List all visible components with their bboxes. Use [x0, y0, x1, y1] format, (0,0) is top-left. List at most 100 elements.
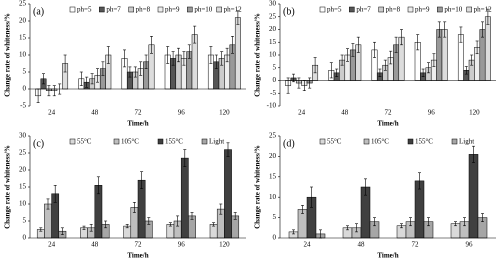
legend-label: 155°C [415, 138, 433, 146]
error-bar [133, 66, 137, 78]
panel: 0 5 10 15 20 25 30 Change rate of whiteness/% Ti… [4, 132, 246, 260]
x-axis-title: Time/h [127, 120, 148, 128]
bar [166, 224, 175, 239]
error-bar [90, 73, 94, 85]
x-tick-label: 24 [298, 109, 306, 117]
y-tick-label: 10 [19, 200, 27, 208]
legend-swatch [69, 138, 76, 145]
error-bar [52, 85, 56, 97]
error-bar [464, 66, 468, 75]
error-bar [139, 61, 143, 76]
panel-label: (b) [283, 6, 295, 17]
error-bar [140, 171, 144, 190]
error-bar [46, 198, 50, 210]
error-bar [101, 61, 105, 76]
x-tick-label: 72 [135, 241, 143, 249]
legend-swatch [113, 138, 120, 145]
bar [180, 157, 189, 239]
error-bar [443, 21, 447, 38]
error-bar [297, 77, 301, 89]
x-tick-label: 120 [219, 241, 230, 249]
error-bar [459, 26, 463, 43]
x-tick-label: 120 [469, 109, 480, 117]
y-tick-label: 0 [23, 234, 27, 242]
legend-swatch [349, 6, 355, 13]
y-tick-label: 5 [23, 217, 27, 225]
x-axis-title: Time/h [377, 120, 398, 128]
legend-label: ph=12 [474, 6, 492, 14]
error-bar [378, 68, 382, 77]
bar [209, 224, 218, 239]
legend-swatch [157, 6, 164, 13]
x-tick-label: 96 [466, 241, 474, 249]
legend-swatch [128, 6, 134, 13]
y-tick-label: 0 [23, 85, 27, 93]
x-axis-title: Time/h [377, 252, 398, 260]
y-tick-label: 25 [269, 132, 277, 140]
panel: -10 -5 0 5 10 15 20 25 30 Change rate of whitenes… [254, 0, 496, 128]
error-bar [171, 51, 175, 66]
y-tick-label: 15 [269, 38, 277, 46]
error-bar [176, 215, 180, 227]
legend-swatch [451, 138, 458, 145]
error-bar [85, 76, 89, 88]
y-tick-label: 15 [269, 172, 277, 180]
y-axis-title: Change rate of whiteness/% [254, 13, 262, 97]
error-bar [47, 85, 51, 97]
y-tick-label: 15 [19, 183, 27, 191]
x-tick-label: 48 [341, 109, 349, 117]
error-bar [123, 49, 126, 68]
bar [484, 16, 491, 81]
x-tick-label: 48 [91, 109, 99, 117]
error-bar [427, 62, 430, 74]
x-tick-label: 96 [178, 241, 186, 249]
error-bar [400, 223, 403, 229]
error-bar [42, 73, 45, 85]
legend-swatch [407, 138, 414, 145]
panel-label: (d) [283, 138, 295, 149]
error-bar [132, 202, 136, 213]
x-axis-title: Time/h [127, 252, 148, 260]
bar [414, 180, 425, 239]
y-tick-label: 20 [19, 17, 27, 25]
error-bar [236, 10, 240, 25]
legend-swatch [437, 6, 443, 13]
x-tick-label: 24 [48, 109, 56, 117]
error-bar [427, 217, 430, 227]
error-bar [313, 57, 317, 74]
error-bar [472, 145, 475, 163]
error-bar [486, 8, 490, 25]
x-tick-label: 48 [358, 241, 366, 249]
error-bar [106, 46, 110, 64]
x-tick-label: 96 [428, 109, 436, 117]
panel-label: (c) [33, 138, 44, 149]
panel-label: (a) [33, 6, 44, 17]
y-tick-label: 0 [273, 234, 277, 242]
legend-swatch [319, 138, 326, 145]
error-bar [220, 51, 224, 66]
error-bar [79, 71, 83, 86]
legend-swatch [69, 6, 76, 13]
error-bar [432, 53, 436, 67]
y-tick-label: 0 [273, 76, 277, 84]
legend-label: ph=9 [415, 6, 430, 14]
y-tick-label: 10 [19, 51, 27, 59]
y-tick-label: 20 [19, 166, 27, 174]
legend-label: ph=7 [106, 6, 121, 14]
error-bar [310, 186, 313, 208]
y-tick-label: -5 [270, 89, 276, 97]
y-tick-label: 5 [273, 213, 277, 221]
error-bar [219, 203, 223, 215]
y-tick-label: 10 [269, 193, 277, 201]
x-tick-label: 96 [178, 109, 186, 117]
y-tick-label: 25 [269, 12, 277, 20]
legend-swatch [407, 6, 414, 13]
error-bar [463, 217, 466, 227]
error-bar [437, 21, 441, 38]
y-tick-label: 25 [19, 149, 27, 157]
error-bar [82, 225, 86, 230]
error-bar [421, 68, 425, 77]
legend-label: ph=8 [136, 6, 151, 14]
error-bar [329, 62, 333, 79]
